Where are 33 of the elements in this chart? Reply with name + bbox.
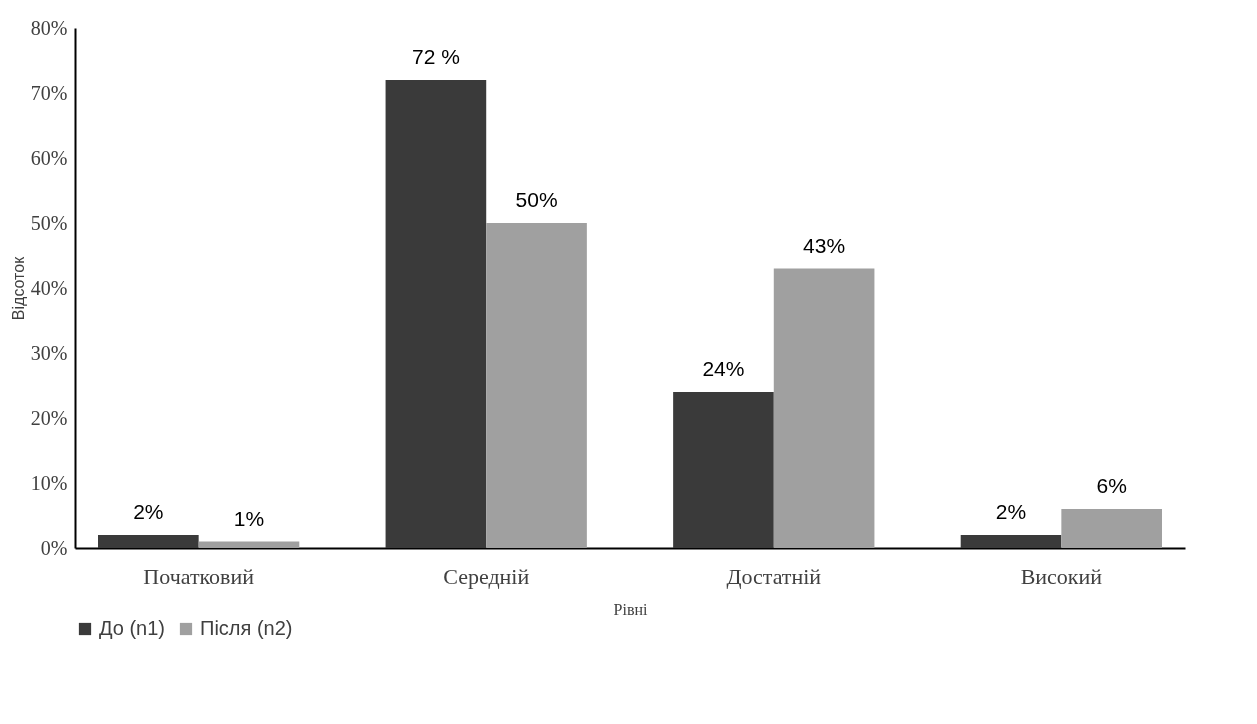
- bar: [198, 541, 300, 548]
- bar: [773, 268, 875, 548]
- bar: [486, 223, 587, 548]
- x-tick-label: Початковий: [143, 563, 255, 589]
- y-tick-label: 20%: [30, 406, 68, 429]
- y-tick-label: 50%: [30, 211, 68, 234]
- data-label: 24%: [702, 357, 745, 380]
- y-tick-label: 0%: [40, 536, 68, 559]
- y-axis-title: Відсоток: [9, 255, 27, 321]
- y-tick-label: 30%: [30, 341, 68, 364]
- data-label: 6%: [1096, 474, 1127, 497]
- data-label: 2%: [995, 500, 1027, 523]
- bar: [673, 392, 774, 548]
- x-tick-label: Достатній: [726, 563, 822, 589]
- data-label: 50%: [515, 188, 558, 211]
- y-tick-label: 80%: [30, 16, 68, 39]
- data-label: 2%: [133, 500, 164, 523]
- x-tick-label: Середній: [443, 563, 530, 589]
- x-tick-label: Високий: [1020, 563, 1103, 589]
- y-tick-label: 40%: [30, 276, 68, 299]
- y-tick-label: 70%: [30, 81, 68, 104]
- bar: [98, 535, 199, 548]
- data-label: 43%: [803, 233, 846, 257]
- legend-label: До (n1): [99, 617, 166, 639]
- y-tick-label: 10%: [30, 471, 68, 494]
- y-tick-label: 60%: [30, 146, 68, 169]
- bar: [1061, 509, 1162, 548]
- x-axis-title: Рівні: [613, 600, 649, 618]
- legend-label: Після (n2): [200, 617, 293, 639]
- data-label: 72 %: [411, 45, 460, 68]
- bar: [385, 80, 487, 548]
- bar: [960, 535, 1062, 548]
- data-label: 1%: [233, 506, 265, 530]
